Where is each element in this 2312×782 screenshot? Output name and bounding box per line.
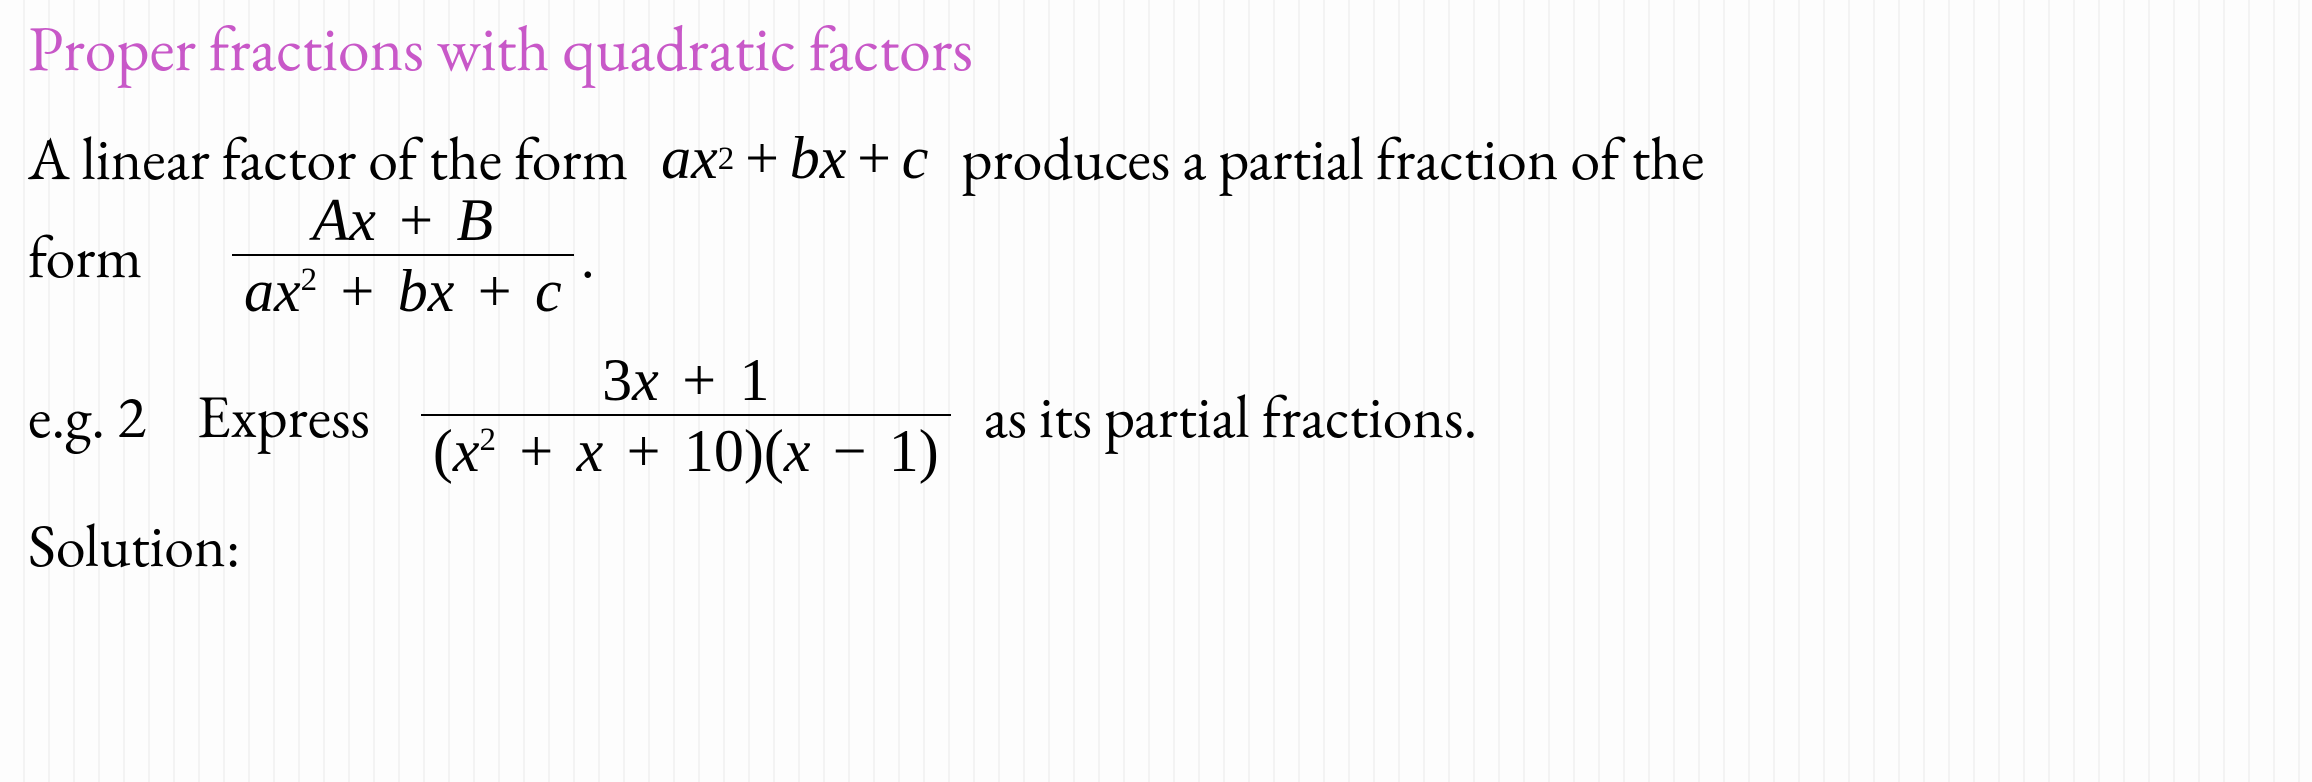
rparen: ): [744, 418, 764, 484]
op-plus: +: [627, 418, 661, 484]
sym-x: x: [820, 124, 847, 193]
num-1: 1: [889, 418, 919, 484]
expr-ax2bxc: ax2 + bx + c: [661, 124, 928, 193]
lparen: (: [764, 418, 784, 484]
sentence-period: .: [581, 222, 595, 291]
fraction-denominator: ax2 + bx + c: [232, 260, 574, 323]
example-verb: Express: [197, 382, 370, 451]
solution-label-line: Solution:: [28, 511, 2284, 580]
sym-x: x: [428, 258, 455, 324]
para-seg1: A linear factor of the form: [28, 124, 628, 193]
sym-a: a: [661, 124, 691, 193]
para-line-1: A linear factor of the form ax2 + bx + c…: [28, 124, 2284, 193]
num-10: 10: [684, 418, 744, 484]
example-label: e.g. 2: [28, 382, 146, 451]
fraction-numerator: Ax + B: [301, 189, 506, 252]
section-title: Proper fractions with quadratic factors: [28, 14, 2284, 84]
sym-sq: 2: [301, 262, 318, 298]
num-3: 3: [602, 347, 632, 413]
sym-b: b: [398, 258, 428, 324]
lparen: (: [433, 418, 453, 484]
sym-x: x: [577, 418, 604, 484]
op-plus: +: [519, 418, 553, 484]
sym-x: x: [453, 418, 480, 484]
rparen: ): [919, 418, 939, 484]
sym-a: a: [244, 258, 274, 324]
para-seg3: form: [28, 222, 142, 291]
sym-b: b: [790, 124, 820, 193]
solution-label: Solution:: [28, 511, 241, 580]
sym-x: x: [691, 124, 718, 193]
sym-A: A: [313, 187, 350, 253]
op-plus: +: [399, 187, 433, 253]
op-plus: +: [341, 258, 375, 324]
fraction-denominator: (x2 + x + 10)(x − 1): [421, 420, 951, 483]
sym-sq: 2: [480, 422, 497, 458]
example-tail: as its partial fractions.: [984, 382, 1478, 451]
para-seg2: produces a partial fraction of the: [961, 124, 1704, 193]
sym-x: x: [274, 258, 301, 324]
sym-c: c: [902, 124, 929, 193]
sym-x: x: [632, 347, 659, 413]
sym-B: B: [456, 187, 493, 253]
fraction-bar: [232, 254, 574, 256]
op-plus: +: [857, 124, 891, 193]
fraction-bar: [421, 414, 951, 416]
example-fraction: 3x + 1 (x2 + x + 10)(x − 1): [421, 349, 951, 483]
frac-AxB-over-ax2bxc: Ax + B ax2 + bx + c: [232, 189, 574, 323]
example-line: e.g. 2 Express 3x + 1 (x2 + x + 10)(x − …: [28, 349, 2284, 483]
op-plus: +: [745, 124, 779, 193]
sym-c: c: [535, 258, 562, 324]
sym-x: x: [784, 418, 811, 484]
para-line-2: form Ax + B ax2 + bx + c .: [28, 189, 2284, 323]
op-minus: −: [833, 418, 867, 484]
op-plus: +: [478, 258, 512, 324]
op-plus: +: [682, 347, 716, 413]
fraction-numerator: 3x + 1: [590, 349, 781, 412]
sym-x: x: [349, 187, 376, 253]
num-1: 1: [739, 347, 769, 413]
